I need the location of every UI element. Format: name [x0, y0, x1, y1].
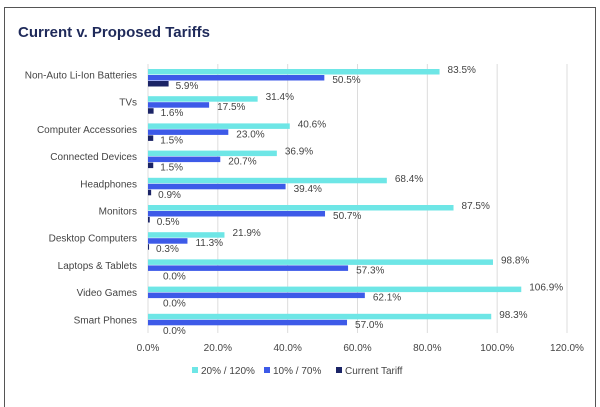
data-label: 62.1% [373, 293, 401, 304]
bar-1 [148, 292, 365, 299]
category-label: Headphones [80, 179, 137, 190]
bar-1 [148, 211, 326, 217]
data-label: 36.9% [285, 147, 313, 158]
data-label: 50.7% [333, 211, 361, 222]
category-label: Smart Phones [74, 315, 137, 326]
data-label: 31.4% [266, 92, 294, 103]
data-label: 1.5% [160, 163, 183, 174]
data-label: 0.0% [163, 271, 186, 282]
bar-0 [148, 313, 492, 320]
bar-2 [148, 162, 154, 169]
bar-1 [148, 156, 221, 163]
bar-1 [148, 319, 348, 326]
bar-2 [148, 108, 154, 114]
legend-swatch [264, 367, 270, 373]
category-label: Connected Devices [50, 152, 137, 163]
category-label: Video Games [77, 288, 137, 299]
bar-0 [148, 69, 440, 75]
bar-0 [148, 150, 277, 157]
data-label: 40.6% [298, 119, 326, 130]
data-label: 0.3% [156, 244, 179, 255]
bar-1 [148, 75, 325, 81]
bar-0 [148, 96, 258, 102]
x-tick-label: 100.0% [480, 343, 514, 354]
bar-1 [148, 129, 229, 135]
data-label: 0.0% [163, 326, 186, 337]
bar-0 [148, 232, 225, 238]
data-label: 1.6% [161, 108, 184, 119]
data-label: 83.5% [448, 65, 476, 76]
bar-1 [148, 238, 188, 244]
bar-1 [148, 102, 210, 108]
x-tick-label: 0.0% [137, 343, 160, 354]
data-label: 106.9% [529, 283, 563, 294]
bar-0 [148, 205, 454, 211]
category-label: Desktop Computers [49, 234, 137, 245]
bar-2 [148, 244, 150, 250]
data-label: 98.3% [499, 310, 527, 321]
bar-1 [148, 265, 349, 271]
category-label: Computer Accessories [37, 125, 137, 136]
data-label: 57.0% [355, 320, 383, 331]
data-label: 11.3% [195, 238, 223, 249]
data-label: 57.3% [356, 265, 384, 276]
x-tick-label: 20.0% [204, 343, 232, 354]
x-tick-label: 60.0% [343, 343, 371, 354]
data-label: 87.5% [462, 201, 490, 212]
bar-0 [148, 123, 290, 129]
category-label: Non-Auto Li-Ion Batteries [25, 71, 137, 82]
data-label: 17.5% [217, 102, 245, 113]
category-label: Laptops & Tablets [58, 261, 137, 272]
data-label: 68.4% [395, 174, 423, 185]
data-label: 98.8% [501, 255, 529, 266]
bar-2 [148, 217, 150, 223]
data-label: 1.5% [160, 135, 183, 146]
data-label: 50.5% [332, 75, 360, 86]
x-tick-label: 80.0% [413, 343, 441, 354]
bar-1 [148, 183, 286, 190]
data-label: 39.4% [294, 184, 322, 195]
legend-swatch [192, 367, 198, 373]
data-label: 23.0% [236, 129, 264, 140]
legend-label: 20% / 120% [201, 366, 255, 377]
chart-title: Current v. Proposed Tariffs [18, 24, 210, 41]
data-label: 0.9% [158, 190, 181, 201]
legend-label: Current Tariff [345, 366, 403, 377]
data-label: 0.5% [157, 217, 180, 228]
bar-2 [148, 81, 169, 87]
data-label: 21.9% [232, 228, 260, 239]
x-tick-label: 40.0% [273, 343, 301, 354]
bar-0 [148, 286, 522, 293]
legend-swatch [336, 367, 342, 373]
x-tick-label: 120.0% [550, 343, 584, 354]
legend-label: 10% / 70% [273, 366, 321, 377]
bar-2 [148, 135, 154, 141]
data-label: 5.9% [176, 81, 199, 92]
data-label: 20.7% [228, 157, 256, 168]
category-label: Monitors [99, 207, 137, 218]
data-label: 0.0% [163, 299, 186, 310]
bar-2 [148, 189, 152, 196]
bar-0 [148, 177, 387, 184]
category-label: TVs [119, 98, 137, 109]
bar-0 [148, 259, 493, 265]
